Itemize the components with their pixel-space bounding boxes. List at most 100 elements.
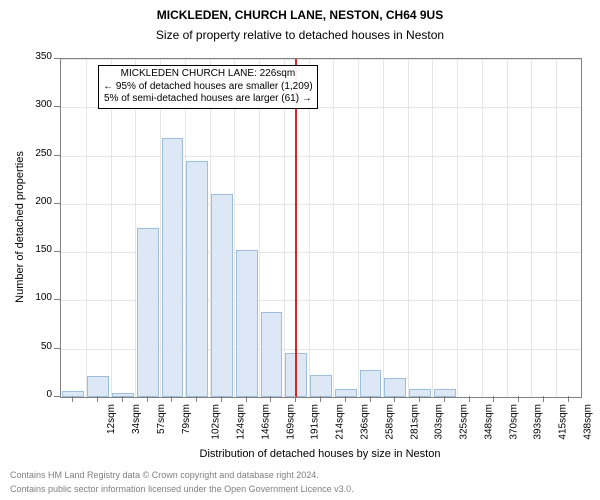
xtick-mark [171,396,172,402]
xtick-mark [518,396,519,402]
grid-vertical [383,59,384,397]
xtick-mark [221,396,222,402]
xtick-label: 325sqm [459,404,470,440]
xtick-label: 370sqm [508,404,519,440]
ytick-mark [54,106,60,107]
xtick-label: 303sqm [434,404,445,440]
chart-subtitle: Size of property relative to detached ho… [0,28,600,42]
xtick-label: 191sqm [310,404,321,440]
histogram-bar [434,389,456,397]
grid-vertical [457,59,458,397]
xtick-label: 124sqm [236,404,247,440]
annotation-box: MICKLEDEN CHURCH LANE: 226sqm← 95% of de… [98,65,318,109]
annotation-line: ← 95% of detached houses are smaller (1,… [103,81,313,94]
xtick-mark [122,396,123,402]
ytick-label: 350 [20,51,52,62]
xtick-mark [147,396,148,402]
xtick-mark [469,396,470,402]
ytick-label: 200 [20,196,52,207]
histogram-bar [87,376,109,397]
xtick-label: 169sqm [285,404,296,440]
histogram-bar [137,228,159,397]
xtick-label: 57sqm [156,404,167,434]
reference-line [295,59,297,397]
xtick-mark [246,396,247,402]
xtick-label: 393sqm [533,404,544,440]
xtick-mark [493,396,494,402]
xtick-label: 214sqm [335,404,346,440]
grid-vertical [333,59,334,397]
xtick-label: 258sqm [384,404,395,440]
ytick-mark [54,299,60,300]
grid-vertical [482,59,483,397]
grid-vertical [556,59,557,397]
ytick-label: 0 [20,389,52,400]
xtick-mark [543,396,544,402]
footnote-licence: Contains public sector information licen… [10,484,354,494]
histogram-bar [112,393,134,397]
grid-vertical [507,59,508,397]
xtick-mark [345,396,346,402]
grid-vertical [358,59,359,397]
ytick-label: 300 [20,99,52,110]
x-axis-label: Distribution of detached houses by size … [60,448,580,460]
xtick-mark [72,396,73,402]
xtick-mark [394,396,395,402]
plot-area: MICKLEDEN CHURCH LANE: 226sqm← 95% of de… [60,58,582,398]
xtick-label: 34sqm [131,404,142,434]
footnote-copyright: Contains HM Land Registry data © Crown c… [10,470,319,480]
xtick-label: 12sqm [106,404,117,434]
histogram-bar [211,194,233,397]
histogram-bar [360,370,382,397]
xtick-label: 348sqm [483,404,494,440]
xtick-mark [196,396,197,402]
xtick-mark [370,396,371,402]
grid-vertical [284,59,285,397]
ytick-label: 100 [20,292,52,303]
histogram-bar [384,378,406,397]
grid-vertical [86,59,87,397]
ytick-label: 150 [20,244,52,255]
histogram-bar [261,312,283,397]
annotation-line: 5% of semi-detached houses are larger (6… [103,93,313,106]
grid-vertical [111,59,112,397]
grid-horizontal [61,59,581,60]
histogram-bar [310,375,332,397]
ytick-label: 250 [20,148,52,159]
xtick-mark [270,396,271,402]
grid-horizontal [61,156,581,157]
grid-horizontal [61,204,581,205]
ytick-mark [54,155,60,156]
ytick-mark [54,348,60,349]
xtick-label: 102sqm [211,404,222,440]
xtick-label: 415sqm [558,404,569,440]
histogram-bar [186,161,208,397]
xtick-mark [295,396,296,402]
xtick-label: 438sqm [582,404,593,440]
annotation-line: MICKLEDEN CHURCH LANE: 226sqm [103,68,313,81]
xtick-label: 236sqm [360,404,371,440]
ytick-mark [54,58,60,59]
chart-container: { "title": "MICKLEDEN, CHURCH LANE, NEST… [0,0,600,500]
chart-title: MICKLEDEN, CHURCH LANE, NESTON, CH64 9US [0,8,600,22]
grid-vertical [432,59,433,397]
xtick-mark [444,396,445,402]
xtick-mark [419,396,420,402]
xtick-mark [320,396,321,402]
ytick-label: 50 [20,341,52,352]
xtick-mark [97,396,98,402]
ytick-mark [54,396,60,397]
xtick-label: 79sqm [181,404,192,434]
ytick-mark [54,203,60,204]
histogram-bar [236,250,258,397]
xtick-mark [568,396,569,402]
histogram-bar [162,138,184,397]
ytick-mark [54,251,60,252]
xtick-label: 281sqm [409,404,420,440]
xtick-label: 146sqm [261,404,272,440]
histogram-bar [335,389,357,397]
grid-vertical [531,59,532,397]
histogram-bar [62,391,84,397]
grid-vertical [309,59,310,397]
grid-vertical [408,59,409,397]
